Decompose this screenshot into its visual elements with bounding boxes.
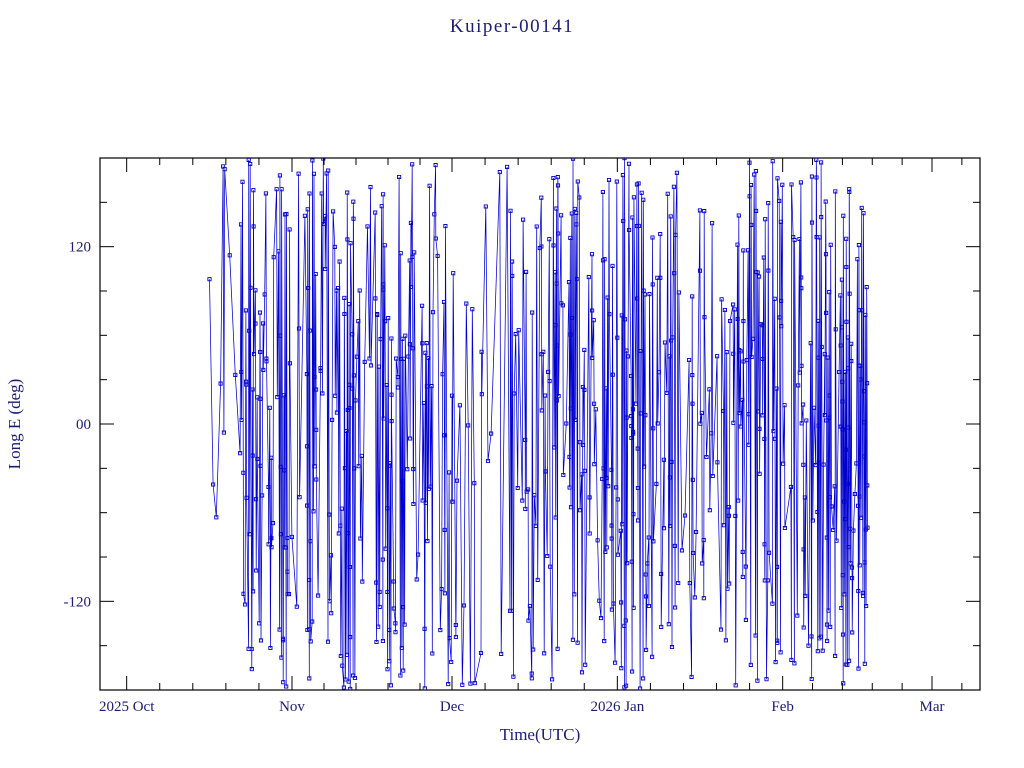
y-axis-label: Long E (deg)	[5, 379, 24, 470]
y-tick-label: 120	[69, 240, 92, 256]
x-tick-label: 2025 Oct	[99, 699, 155, 715]
data-markers	[207, 158, 870, 690]
x-tick-label: Feb	[771, 699, 794, 715]
data-line	[209, 158, 868, 689]
x-tick-label: 2026 Jan	[590, 699, 644, 715]
x-tick-label: Dec	[440, 699, 464, 715]
y-tick-label: -120	[64, 594, 92, 610]
x-axis-label: Time(UTC)	[500, 725, 581, 744]
chart-title: Kuiper-00141	[450, 16, 574, 37]
y-tick-label: 00	[76, 417, 91, 433]
x-tick-label: Nov	[279, 699, 305, 715]
axes-layer: 2025 Oct Nov Dec 2026 Jan Feb Mar 120 00 -120	[64, 157, 981, 715]
data-layer	[207, 158, 870, 690]
x-tick-label: Mar	[920, 699, 945, 715]
